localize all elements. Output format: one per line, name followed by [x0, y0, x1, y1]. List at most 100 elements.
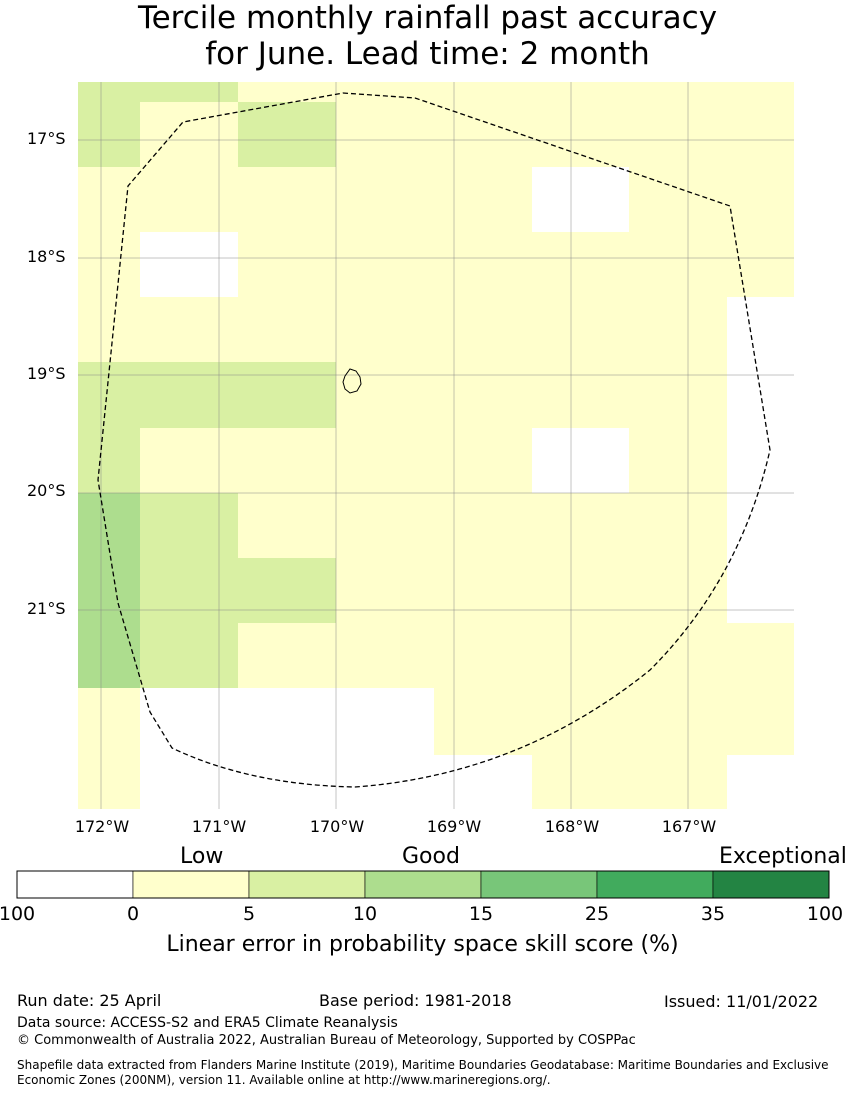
- lat-label-20s: 20°S: [27, 481, 66, 500]
- skill-cell: [532, 362, 629, 428]
- skill-cell: [238, 82, 336, 102]
- skill-cell: [532, 232, 629, 297]
- skill-cell: [336, 493, 434, 558]
- graticule: [78, 82, 794, 809]
- skill-cell: [140, 428, 238, 493]
- skill-cell: [434, 428, 532, 493]
- skill-cell: [629, 82, 727, 102]
- lon-label-169w: 169°W: [426, 817, 482, 836]
- category-good: Good: [402, 844, 460, 869]
- skill-cell: [727, 688, 794, 755]
- skill-cell: [629, 232, 727, 297]
- lon-label-171w: 171°W: [191, 817, 247, 836]
- skill-cell: [78, 82, 140, 102]
- skill-cell: [629, 688, 727, 755]
- skill-cell: [727, 755, 794, 809]
- skill-cell: [336, 362, 434, 428]
- skill-cell: [532, 755, 629, 809]
- skill-cell: [78, 362, 140, 428]
- skill-cell: [238, 558, 336, 623]
- skill-cell: [140, 232, 238, 297]
- colorbar-title: Linear error in probability space skill …: [166, 932, 679, 957]
- skill-cell: [78, 755, 140, 809]
- colorbar-tick: 0: [126, 903, 140, 925]
- skill-cell: [140, 82, 238, 102]
- base-period: Base period: 1981-2018: [319, 991, 512, 1010]
- colorbar-segment: [364, 870, 482, 899]
- colorbar-segments: [16, 870, 830, 899]
- skill-cell: [336, 428, 434, 493]
- skill-cell: [727, 167, 794, 232]
- lon-label-172w: 172°W: [74, 817, 130, 836]
- skill-cell: [727, 102, 794, 167]
- skill-cell: [238, 493, 336, 558]
- skill-cell: [532, 688, 629, 755]
- skill-cell: [238, 232, 336, 297]
- skill-cell: [434, 232, 532, 297]
- skill-cell: [727, 232, 794, 297]
- skill-cell: [78, 167, 140, 232]
- map-title-line2: for June. Lead time: 2 month: [205, 36, 650, 72]
- lon-label-168w: 168°W: [544, 817, 600, 836]
- colorbar-tick: 100: [806, 903, 844, 925]
- skill-cell: [238, 362, 336, 428]
- skill-cell: [140, 623, 238, 688]
- lat-label-19s: 19°S: [27, 364, 66, 383]
- skill-cell: [140, 558, 238, 623]
- issued-date: Issued: 11/01/2022: [664, 992, 819, 1011]
- skill-cell: [78, 688, 140, 755]
- skill-cell: [238, 623, 336, 688]
- skill-cell: [434, 688, 532, 755]
- skill-cell: [434, 493, 532, 558]
- skill-cell: [238, 297, 336, 362]
- skill-cell: [78, 493, 140, 558]
- skill-cell: [238, 102, 336, 167]
- skill-cell: [532, 493, 629, 558]
- colorbar-segment: [16, 870, 134, 899]
- skill-cell: [532, 102, 629, 167]
- copyright: © Commonwealth of Australia 2022, Austra…: [17, 1033, 636, 1048]
- skill-cell: [434, 102, 532, 167]
- skill-cell: [140, 755, 238, 809]
- skill-cell: [78, 232, 140, 297]
- skill-cell: [434, 362, 532, 428]
- colorbar-segment: [248, 870, 366, 899]
- run-date: Run date: 25 April: [17, 991, 162, 1010]
- skill-cell: [727, 558, 794, 623]
- skill-cell: [629, 558, 727, 623]
- eez-boundary: [97, 92, 771, 788]
- lon-label-167w: 167°W: [661, 817, 717, 836]
- colorbar-tick: 10: [352, 903, 378, 925]
- colorbar-segment: [132, 870, 250, 899]
- skill-cell: [629, 755, 727, 809]
- skill-cell: [532, 623, 629, 688]
- skill-cell: [434, 623, 532, 688]
- skill-cell: [238, 688, 336, 755]
- skill-cell: [336, 755, 434, 809]
- skill-cell: [532, 82, 629, 102]
- skill-cell: [434, 558, 532, 623]
- skill-cell: [78, 297, 140, 362]
- skill-cell: [336, 558, 434, 623]
- skill-cell: [727, 623, 794, 688]
- colorbar-tick: 100: [0, 903, 36, 925]
- skill-cell: [629, 428, 727, 493]
- colorbar-tick: 35: [700, 903, 726, 925]
- skill-cell: [78, 558, 140, 623]
- skill-cell: [140, 493, 238, 558]
- skill-cell: [532, 558, 629, 623]
- skill-cell: [336, 167, 434, 232]
- colorbar-segment: [596, 870, 714, 899]
- category-exceptional: Exceptional: [719, 844, 847, 869]
- lat-label-17s: 17°S: [27, 129, 66, 148]
- skill-cell: [78, 428, 140, 493]
- skill-cell: [532, 167, 629, 232]
- lat-label-21s: 21°S: [27, 599, 66, 618]
- skill-cell: [629, 102, 727, 167]
- skill-cell: [140, 362, 238, 428]
- lat-label-18s: 18°S: [27, 247, 66, 266]
- colorbar-segment: [480, 870, 598, 899]
- skill-cell: [336, 688, 434, 755]
